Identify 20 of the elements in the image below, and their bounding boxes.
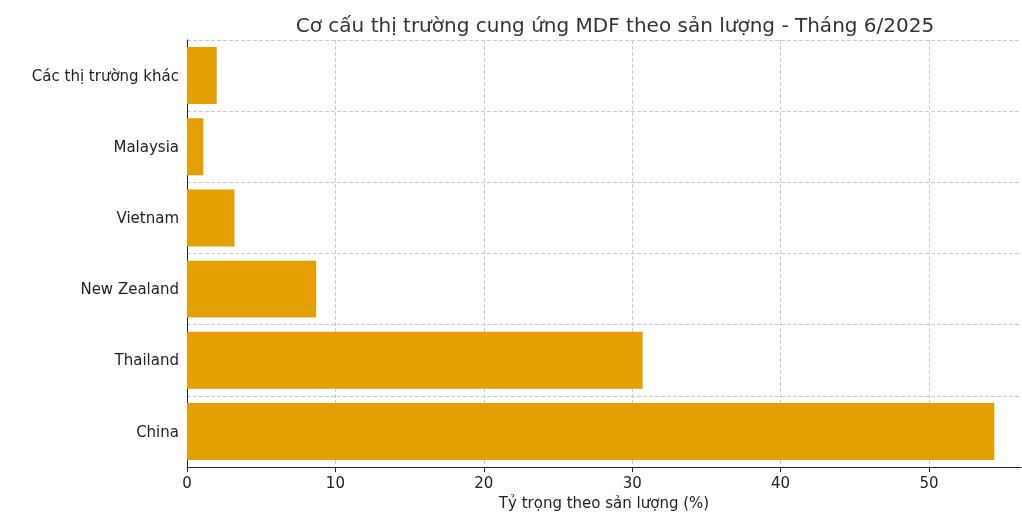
bar	[187, 118, 204, 176]
y-tick-label: Các thị trường khác	[31, 66, 179, 85]
bar	[187, 47, 217, 105]
y-tick-label: China	[136, 422, 179, 441]
x-axis-title: Tỷ trọng theo sản lượng (%)	[497, 493, 710, 512]
x-tick-label: 20	[474, 473, 494, 492]
x-tick-label: 10	[325, 473, 345, 492]
chart-title: Cơ cấu thị trường cung ứng MDF theo sản lượng - Tháng 6/2025	[295, 13, 935, 37]
bar	[187, 189, 235, 247]
bar	[187, 260, 317, 318]
y-tick-label: Vietnam	[116, 208, 179, 227]
y-tick-label: Malaysia	[113, 137, 179, 156]
x-tick-label: 40	[771, 473, 791, 492]
y-tick-label: Thailand	[113, 351, 179, 370]
x-tick-label: 30	[622, 473, 642, 492]
bar	[187, 331, 643, 389]
x-tick-label: 0	[182, 473, 192, 492]
y-tick-label: New Zealand	[80, 280, 179, 299]
bar	[187, 403, 995, 460]
x-tick-label: 50	[919, 473, 939, 492]
